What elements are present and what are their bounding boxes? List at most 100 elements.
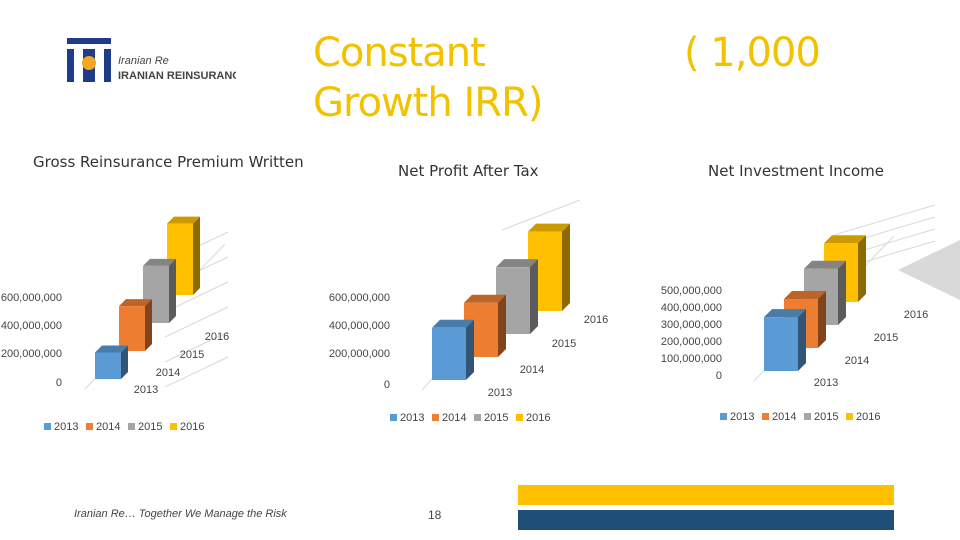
legend-swatch-2015 <box>804 413 811 420</box>
y-tick-label: 600,000,000 <box>1 292 62 304</box>
bar-side-2014 <box>818 291 826 348</box>
legend-swatch-2013 <box>720 413 727 420</box>
logo-script-text: Iranian Re <box>118 55 169 67</box>
slide-title: Constant Growth IRR) <box>313 30 544 126</box>
legend-label: 2014 <box>442 412 466 424</box>
category-label: 2014 <box>845 355 869 367</box>
bar-top-2013 <box>95 345 128 353</box>
logo-sun-icon <box>82 56 96 70</box>
gridline <box>501 199 581 231</box>
legend-label: 2015 <box>814 411 838 423</box>
category-label: 2015 <box>552 338 576 350</box>
y-tick-label: 0 <box>384 379 390 391</box>
legend-label: 2016 <box>180 421 204 433</box>
category-label: 2015 <box>874 332 898 344</box>
bar-side-2013 <box>798 309 806 371</box>
category-label: 2013 <box>488 387 512 399</box>
legend-swatch-2013 <box>44 423 51 430</box>
bar-top-2013 <box>764 309 806 318</box>
chart-title-gross-premium: Gross Reinsurance Premium Written <box>33 153 304 171</box>
category-label: 2014 <box>156 367 180 379</box>
legend-label: 2013 <box>400 412 424 424</box>
gridline <box>164 306 229 338</box>
y-tick-label: 0 <box>716 370 722 382</box>
bar-side-2015 <box>530 259 538 334</box>
bar-side-2015 <box>169 258 176 323</box>
category-label: 2016 <box>205 331 229 343</box>
units-label: ( 1,000 <box>684 30 821 76</box>
bar-top-2015 <box>496 259 538 268</box>
category-label: 2013 <box>814 377 838 389</box>
legend-label: 2014 <box>772 411 796 423</box>
legend-label: 2013 <box>730 411 754 423</box>
y-tick-label: 200,000,000 <box>1 348 62 360</box>
bar-top-2014 <box>464 294 506 303</box>
y-tick-label: 500,000,000 <box>661 285 722 297</box>
legend-swatch-2016 <box>170 423 177 430</box>
bar-side-2016 <box>193 216 200 295</box>
y-tick-label: 100,000,000 <box>661 353 722 365</box>
legend-swatch-2015 <box>128 423 135 430</box>
bar-top-2015 <box>143 258 176 266</box>
chart-title-net-profit: Net Profit After Tax <box>398 162 539 180</box>
legend-swatch-2016 <box>846 413 853 420</box>
legend-swatch-2016 <box>516 414 523 421</box>
bar-side-2016 <box>562 223 570 311</box>
bar-2013 <box>764 317 798 371</box>
bar-top-2016 <box>528 223 570 232</box>
legend-label: 2016 <box>526 412 550 424</box>
category-label: 2016 <box>584 314 608 326</box>
footer-navy-band <box>518 510 894 530</box>
category-label: 2013 <box>134 384 158 396</box>
gridline <box>164 356 229 388</box>
y-tick-label: 600,000,000 <box>329 292 390 304</box>
y-tick-label: 400,000,000 <box>661 302 722 314</box>
bar-2013 <box>95 352 121 379</box>
legend-label: 2013 <box>54 421 78 433</box>
bar-top-2016 <box>167 216 200 224</box>
logo-caps-text: IRANIAN REINSURANCE CO. <box>118 70 236 82</box>
bar-top-2014 <box>119 299 152 307</box>
y-tick-label: 200,000,000 <box>661 336 722 348</box>
category-label: 2016 <box>904 309 928 321</box>
category-label: 2014 <box>520 364 544 376</box>
legend-label: 2016 <box>856 411 880 423</box>
bar-side-2015 <box>838 260 846 325</box>
bar-top-2015 <box>804 260 846 269</box>
legend-label: 2015 <box>138 421 162 433</box>
gridline <box>833 204 936 236</box>
bar-2013 <box>432 327 466 380</box>
legend-swatch-2015 <box>474 414 481 421</box>
legend-swatch-2013 <box>390 414 397 421</box>
bar-side-2014 <box>498 294 506 357</box>
bar-side-2014 <box>145 299 152 351</box>
gridline <box>164 331 229 363</box>
legend-swatch-2014 <box>432 414 439 421</box>
page-number: 18 <box>428 508 442 522</box>
y-tick-label: 300,000,000 <box>661 319 722 331</box>
y-tick-label: 0 <box>56 377 62 389</box>
company-logo: Iranian Re IRANIAN REINSURANCE CO. <box>67 38 236 82</box>
legend-swatch-2014 <box>762 413 769 420</box>
footer-tagline: Iranian Re… Together We Manage the Risk <box>74 508 287 520</box>
footer-gold-band <box>518 485 894 505</box>
category-label: 2015 <box>180 349 204 361</box>
bar-top-2016 <box>824 235 866 244</box>
bar-top-2014 <box>784 291 826 300</box>
legend-label: 2015 <box>484 412 508 424</box>
slide-arrow-icon[interactable] <box>898 240 960 300</box>
chart-title-net-investment: Net Investment Income <box>708 162 885 180</box>
legend-swatch-2014 <box>86 423 93 430</box>
y-tick-label: 200,000,000 <box>329 348 390 360</box>
bar-side-2013 <box>466 319 474 380</box>
bar-2014 <box>119 306 145 351</box>
y-tick-label: 400,000,000 <box>1 320 62 332</box>
bar-top-2013 <box>432 319 474 328</box>
legend-label: 2014 <box>96 421 120 433</box>
bar-side-2016 <box>858 235 866 302</box>
y-tick-label: 400,000,000 <box>329 320 390 332</box>
bar-side-2013 <box>121 345 128 379</box>
